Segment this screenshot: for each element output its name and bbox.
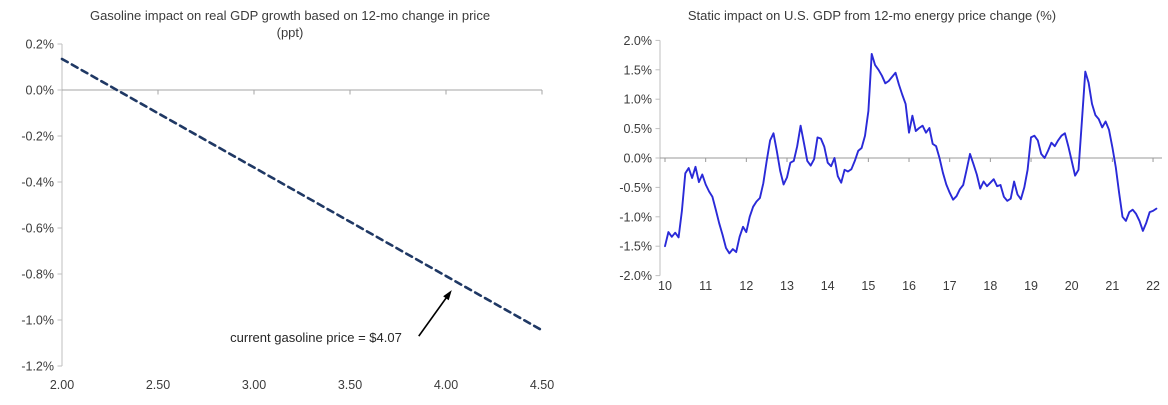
current-gasoline-price-annotation: current gasoline price = $4.07 [230, 330, 402, 345]
energy-price-impact-chart: Static impact on U.S. GDP from 12-mo ene… [584, 0, 1168, 405]
right-y-tick-label: 0.5% [624, 122, 653, 136]
right-y-tick-label: 1.5% [624, 63, 653, 77]
annotation-arrow-line [418, 296, 448, 337]
right-x-tick-label: 17 [943, 279, 957, 293]
left-x-tick-label: 4.00 [434, 378, 458, 392]
right-x-tick-label: 10 [658, 279, 672, 293]
right-y-tick-label: -1.0% [619, 210, 652, 224]
energy-impact-line [664, 52, 1158, 255]
right-y-tick-label: 1.0% [624, 93, 653, 107]
right-x-tick-label: 21 [1105, 279, 1119, 293]
right-x-tick-label: 11 [699, 279, 712, 293]
right-x-tick-label: 14 [821, 279, 835, 293]
left-y-tick-label: 0.0% [26, 84, 55, 98]
right-y-tick-label: -2.0% [619, 269, 652, 283]
right-x-tick-label: 16 [902, 279, 916, 293]
right-y-tick-label: -0.5% [619, 181, 652, 195]
right-y-tick-label: 2.0% [624, 34, 653, 48]
right-x-tick-label: 13 [780, 279, 794, 293]
annotation-arrow-head [443, 290, 452, 301]
left-x-tick-label: 2.50 [146, 378, 170, 392]
right-chart-title: Static impact on U.S. GDP from 12-mo ene… [687, 8, 1057, 23]
right-y-tick-label: -1.5% [619, 240, 652, 254]
left-x-tick-label: 3.00 [242, 378, 266, 392]
left-y-tick-label: -0.4% [21, 176, 54, 190]
right-x-tick-label: 18 [983, 279, 997, 293]
right-x-tick-label: 15 [861, 279, 875, 293]
right-x-tick-label: 20 [1065, 279, 1079, 293]
left-x-tick-label: 4.50 [530, 378, 554, 392]
right-y-tick-label: 0.0% [624, 152, 653, 166]
right-x-tick-label: 22 [1146, 279, 1160, 293]
left-x-tick-label: 3.50 [338, 378, 362, 392]
left-y-tick-label: 0.2% [26, 38, 55, 52]
left-chart-plot: 0.2% 0.0% -0.2% -0.4% -0.6% -0.8% -1.0% -1.2% 2.… [21, 38, 554, 393]
left-y-tick-label: -0.2% [21, 130, 54, 144]
right-x-tick-label: 12 [739, 279, 753, 293]
left-y-tick-label: -1.2% [21, 360, 54, 374]
gasoline-impact-chart: Gasoline impact on real GDP growth based… [21, 8, 554, 393]
left-y-tick-label: -0.6% [21, 222, 54, 236]
right-chart-plot: 2.0% 1.5% 1.0% 0.5% 0.0% -0.5% -1.0% -1.5% -2.0%… [619, 34, 1162, 293]
right-x-tick-label: 19 [1024, 279, 1038, 293]
left-chart-title: Gasoline impact on real GDP growth based… [89, 8, 491, 40]
left-y-tick-label: -0.8% [21, 268, 54, 282]
left-x-tick-label: 2.00 [50, 378, 74, 392]
gasoline-impact-dashed-line [60, 57, 542, 331]
left-y-tick-label: -1.0% [21, 314, 54, 328]
